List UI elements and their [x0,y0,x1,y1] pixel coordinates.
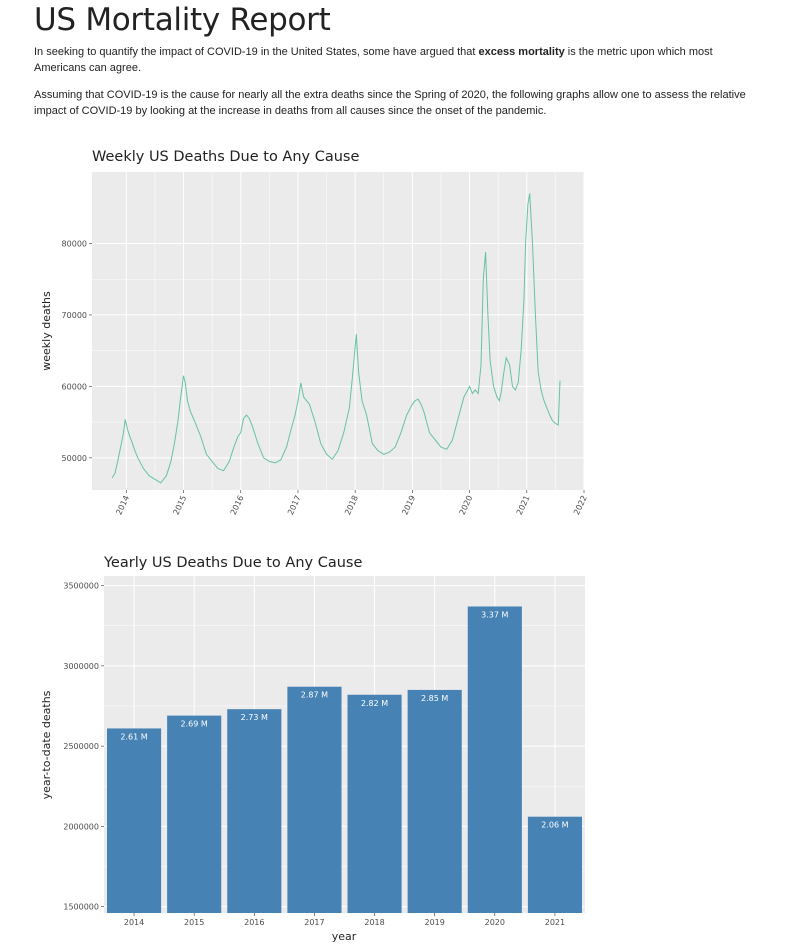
yearly-x-tick-label: 2016 [244,918,264,927]
yearly-y-tick-label: 3000000 [63,662,99,671]
yearly-x-tick-label: 2017 [304,918,324,927]
yearly-x-tick-label: 2021 [545,918,565,927]
yearly-x-tick-label: 2014 [124,918,144,927]
intro-paragraph-1: In seeking to quantify the impact of COV… [34,44,764,76]
weekly-y-tick-label: 60000 [62,382,87,391]
yearly-y-ticks: 1500000 2000000 2500000 3000000 3500000 [63,582,104,912]
bar-2017 [287,686,342,913]
yearly-x-tick-label: 2020 [485,918,505,927]
bar-label-2021: 2.06 M [541,821,568,830]
weekly-y-tick-label: 70000 [62,311,87,320]
yearly-y-axis-label: year-to-date deaths [40,690,53,799]
bar-2018 [347,694,402,913]
yearly-x-tick-label: 2015 [184,918,204,927]
weekly-plot-panel [92,172,584,490]
yearly-y-tick-label: 2500000 [63,742,99,751]
bar-2016 [227,709,282,913]
weekly-x-tick-label: 2015 [172,494,189,516]
weekly-x-tick-label: 2019 [400,494,417,516]
weekly-y-tick-label: 50000 [62,454,87,463]
weekly-x-tick-label: 2020 [458,494,475,516]
intro-1-bold: excess mortality [478,46,565,58]
weekly-deaths-line [111,193,561,484]
intro-1-pre: In seeking to quantify the impact of COV… [34,46,479,58]
weekly-gridlines [92,172,585,490]
weekly-x-tick-label: 2021 [515,494,532,516]
yearly-x-tick-label: 2018 [364,918,384,927]
weekly-x-tick-label: 2014 [114,494,131,516]
bar-label-2018: 2.82 M [361,699,388,708]
bar-label-2014: 2.61 M [120,732,147,741]
yearly-x-axis-label: year [332,930,357,943]
page-title: US Mortality Report [34,2,331,38]
yearly-x-ticks: 2014 2015 2016 2017 2018 2019 2020 2021 [124,913,565,927]
yearly-y-tick-label: 2000000 [63,822,99,831]
bar-label-2015: 2.69 M [181,720,208,729]
weekly-x-tick-label: 2017 [286,494,303,516]
yearly-bars: 2.61 M 2.69 M 2.73 M 2.87 M 2.82 M 2.85 M 3.37… [107,606,582,913]
bar-2015 [167,715,222,913]
weekly-y-ticks: 50000 60000 70000 80000 [62,239,92,463]
weekly-x-ticks: 2014 2015 2016 2017 2018 2019 2020 2021 2022 [114,490,589,516]
yearly-y-tick-label: 3500000 [63,582,99,591]
bar-2014 [107,728,162,913]
intro-paragraph-2: Assuming that COVID-19 is the cause for … [34,89,746,117]
weekly-x-tick-label: 2018 [343,494,360,516]
weekly-deaths-chart: Weekly US Deaths Due to Any Cause 50000 6… [40,149,589,516]
bar-label-2020: 3.37 M [481,610,508,619]
bar-label-2019: 2.85 M [421,694,448,703]
yearly-chart-title: Yearly US Deaths Due to Any Cause [103,555,362,571]
bar-2021 [527,816,582,913]
yearly-deaths-chart: Yearly US Deaths Due to Any Cause 150000… [40,555,585,943]
bar-label-2016: 2.73 M [241,713,268,722]
yearly-x-tick-label: 2019 [425,918,445,927]
weekly-y-tick-label: 80000 [62,239,87,248]
bar-label-2017: 2.87 M [301,691,328,700]
bar-2020 [467,606,522,913]
yearly-y-tick-label: 1500000 [63,903,99,912]
weekly-x-tick-label: 2022 [572,494,589,516]
bar-2019 [407,689,462,913]
weekly-y-axis-label: weekly deaths [40,291,53,371]
weekly-chart-title: Weekly US Deaths Due to Any Cause [92,149,359,165]
weekly-x-tick-label: 2016 [229,494,246,516]
intro-1-post: is the metric upon which most Americans … [34,46,713,74]
